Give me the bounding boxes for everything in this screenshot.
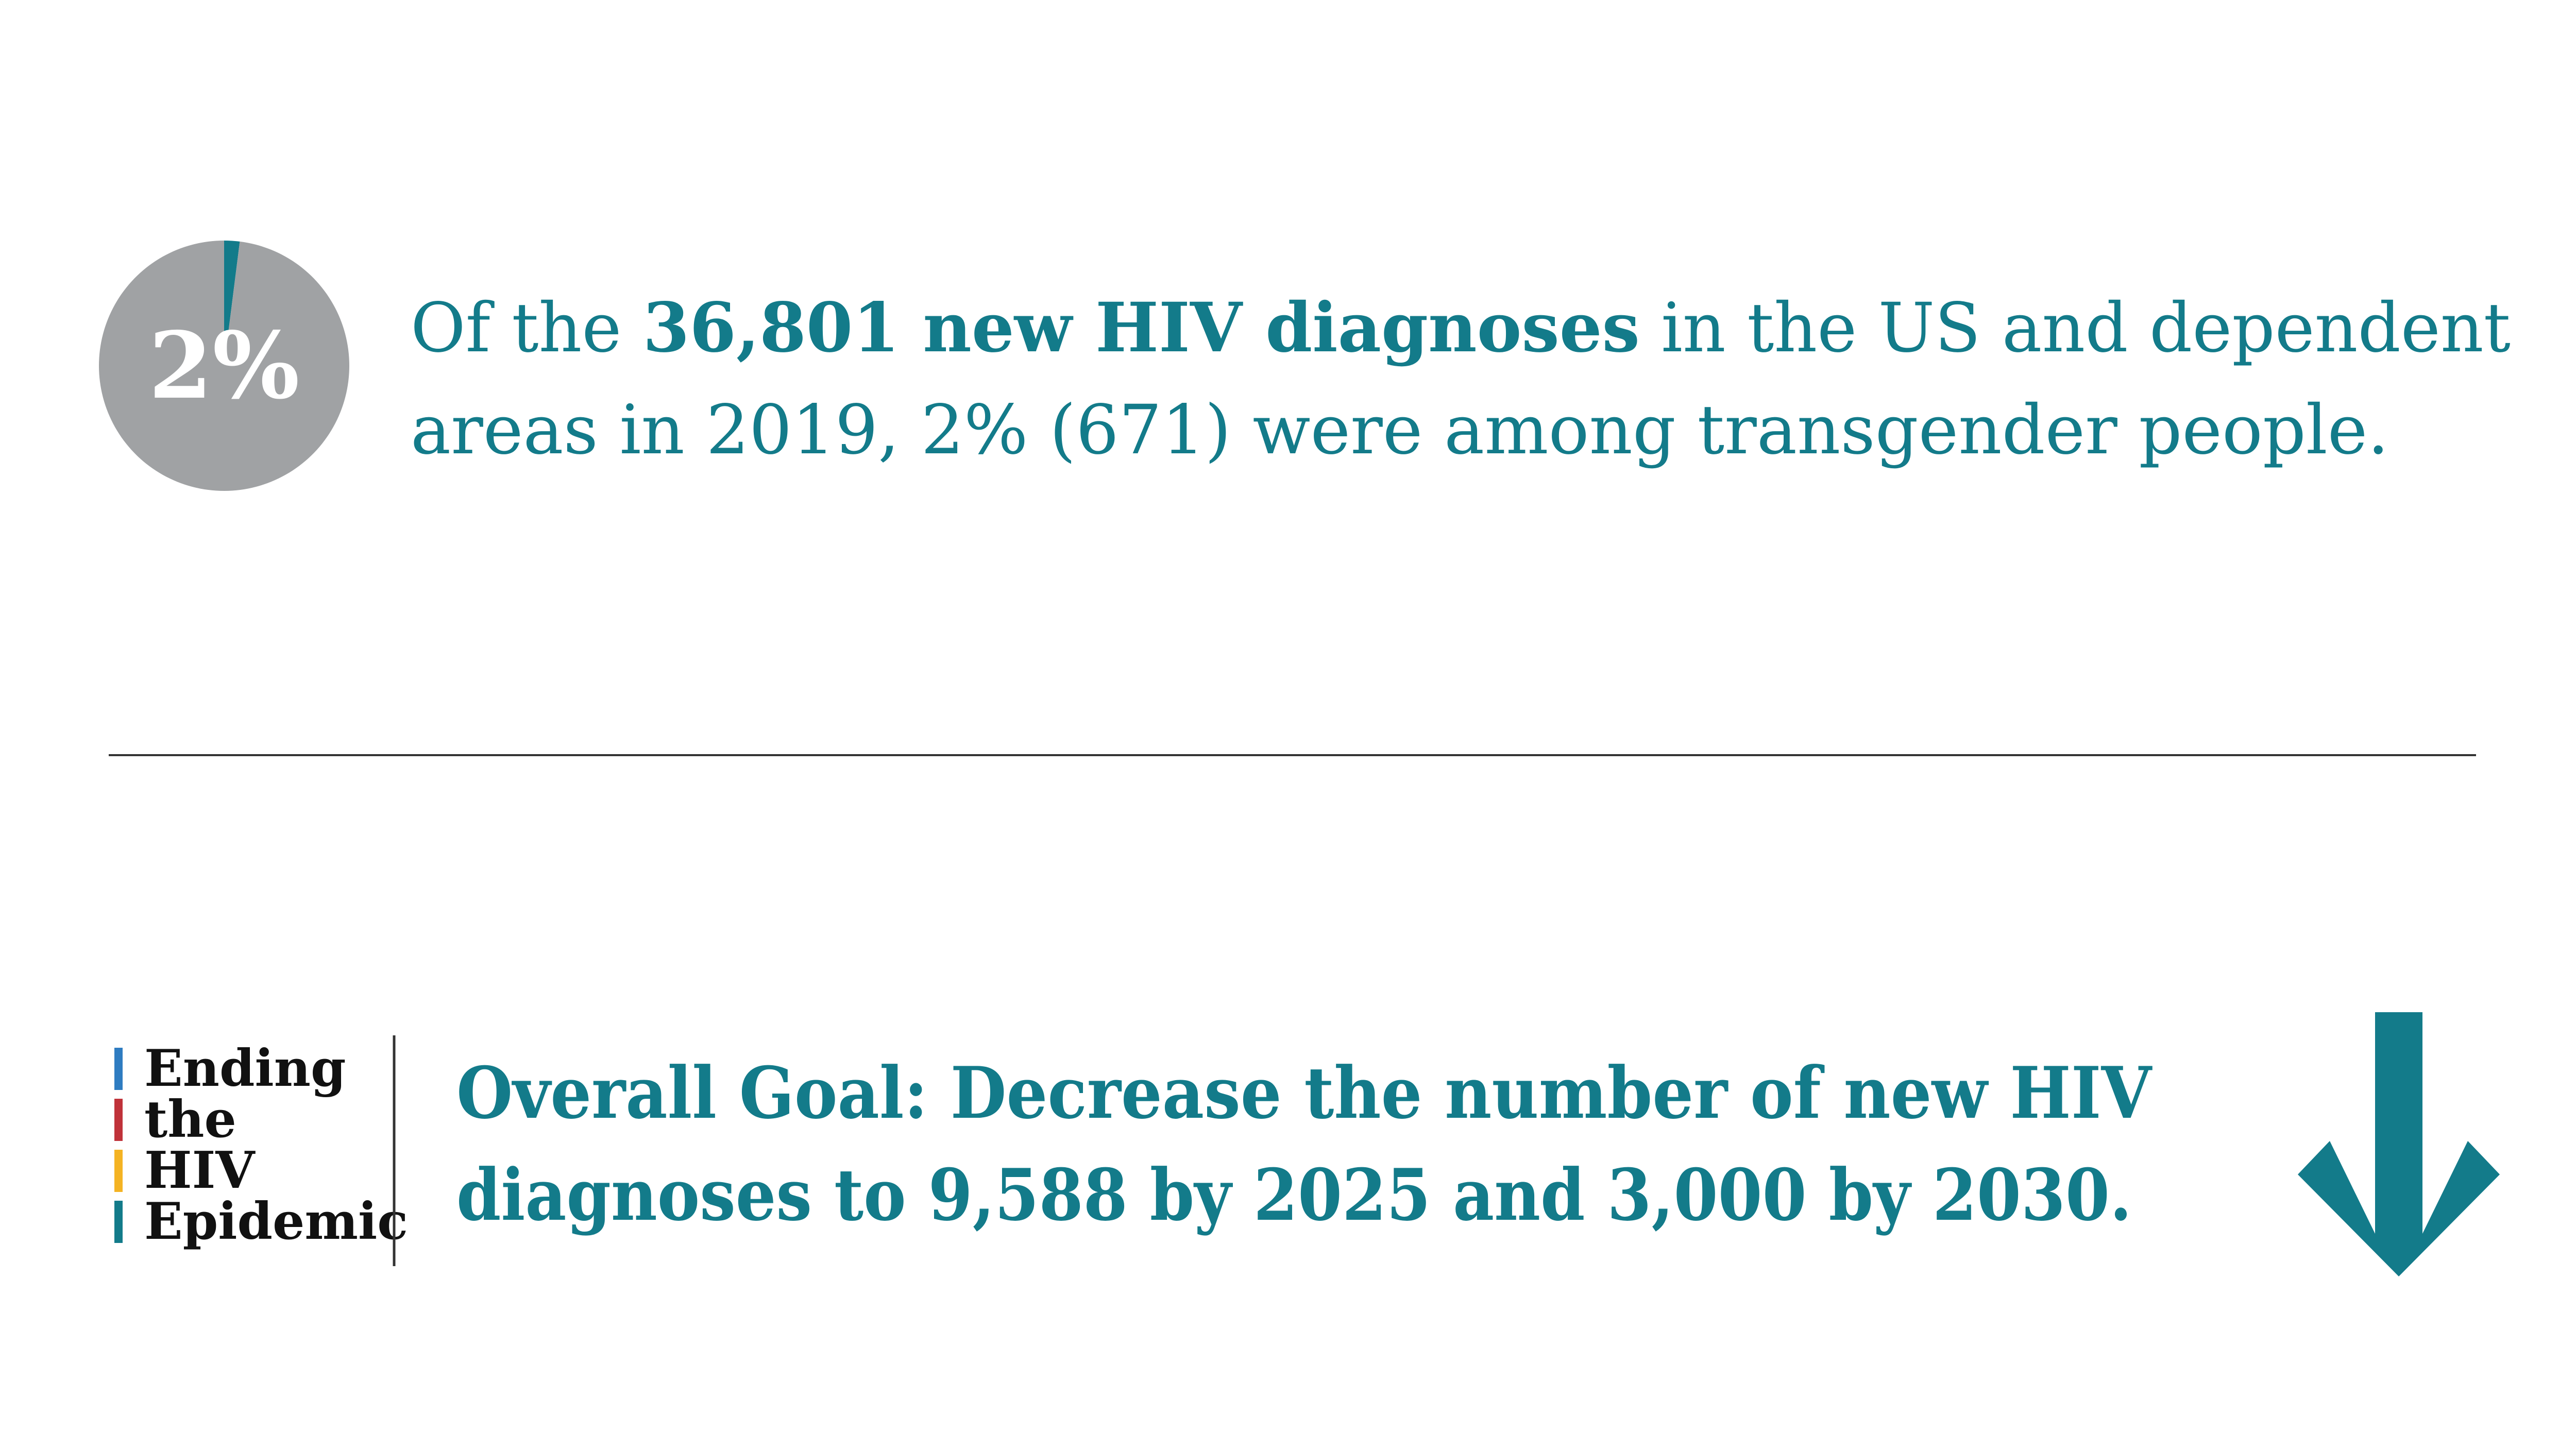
- goal-line: diagnoses to 9,588 by 2025 and 3,000 by …: [456, 1153, 2132, 1237]
- goal-text: Decrease the number of new HIV: [928, 1051, 2153, 1135]
- pie-slice: [98, 241, 349, 491]
- goal-label: Overall Goal:: [456, 1051, 928, 1135]
- pie-label: 2%: [149, 312, 300, 419]
- logo-bar: [114, 1099, 123, 1141]
- logo-word: Ending: [144, 1039, 346, 1098]
- logo-word: HIV: [144, 1141, 256, 1200]
- logo-word: the: [144, 1090, 236, 1149]
- statement-text: in the US and dependent: [1640, 288, 2511, 368]
- statement-line: Of the 36,801 new HIV diagnoses in the U…: [411, 288, 2511, 368]
- statement-line: areas in 2019, 2% (671) were among trans…: [411, 390, 2389, 470]
- logo-word: Epidemic: [144, 1192, 408, 1251]
- pie-chart: 2%: [98, 241, 349, 491]
- goal-line: Overall Goal: Decrease the number of new…: [456, 1051, 2153, 1135]
- logo-bar: [114, 1150, 123, 1192]
- statement-text: Of the: [411, 288, 643, 368]
- logo-bar: [114, 1201, 123, 1243]
- statement-highlight: 36,801 new HIV diagnoses: [643, 288, 1640, 368]
- pie-slice: [224, 241, 240, 366]
- statement-text: areas in 2019, 2% (671) were among trans…: [411, 390, 2389, 470]
- down-arrow: [2298, 1012, 2500, 1276]
- goal-text: diagnoses to 9,588 by 2025 and 3,000 by …: [456, 1153, 2132, 1237]
- logo-bar: [114, 1048, 123, 1090]
